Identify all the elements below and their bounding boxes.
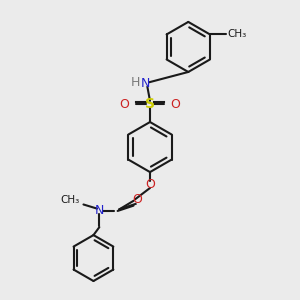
- Text: CH₃: CH₃: [61, 195, 80, 205]
- Text: O: O: [132, 193, 142, 206]
- Text: N: N: [95, 205, 104, 218]
- Text: H: H: [131, 76, 140, 89]
- Text: N: N: [141, 77, 150, 90]
- Text: O: O: [145, 178, 155, 191]
- Text: O: O: [119, 98, 129, 111]
- Text: S: S: [145, 98, 155, 111]
- Text: CH₃: CH₃: [227, 29, 247, 39]
- Text: O: O: [171, 98, 181, 111]
